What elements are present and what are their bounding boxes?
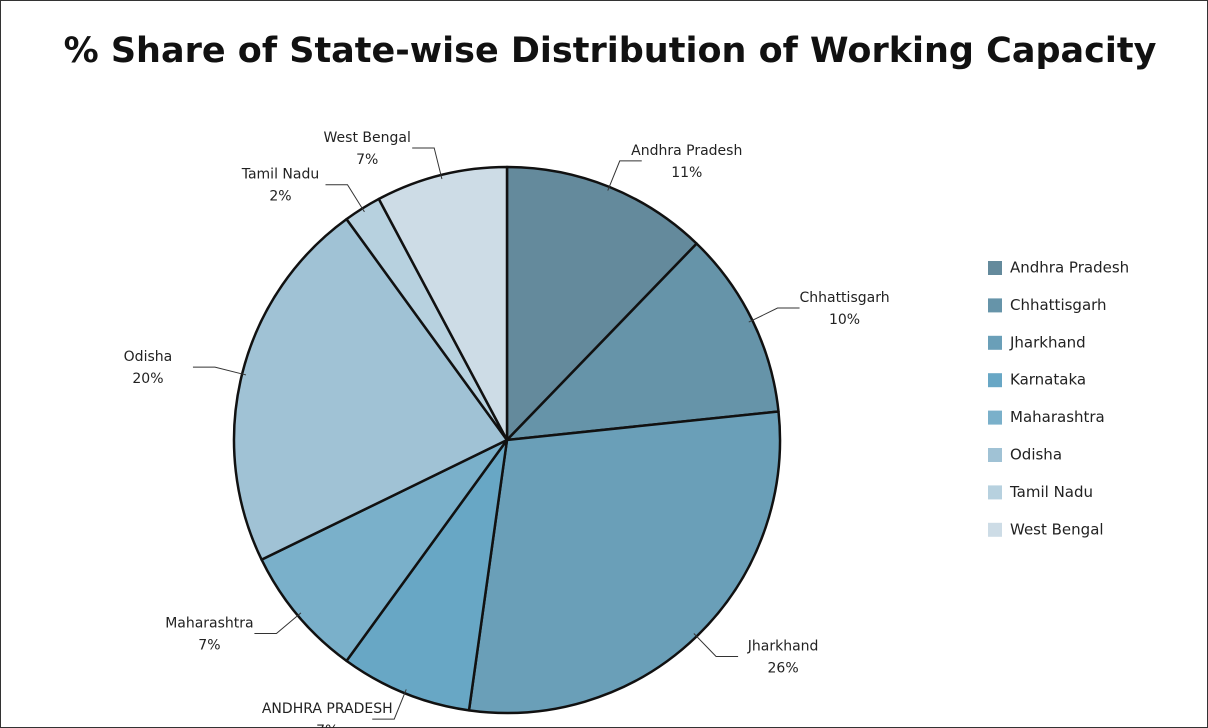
data-label-value: 26% xyxy=(768,661,799,677)
legend-label: Odisha xyxy=(1010,446,1062,464)
legend-swatch xyxy=(988,373,1002,388)
leader-line xyxy=(748,307,800,323)
leader-line xyxy=(325,184,365,213)
leader-line xyxy=(412,147,443,180)
legend-label: Jharkhand xyxy=(1009,333,1086,351)
data-label-name: Andhra Pradesh xyxy=(631,143,742,159)
leader-line xyxy=(607,160,642,191)
legend-swatch xyxy=(988,298,1002,313)
legend-swatch xyxy=(988,448,1002,462)
data-label-value: 7% xyxy=(316,723,338,728)
legend-label: Karnataka xyxy=(1010,371,1086,389)
leader-line xyxy=(254,612,302,634)
legend-swatch xyxy=(988,261,1002,275)
data-label-value: 20% xyxy=(132,371,163,387)
data-label-value: 7% xyxy=(356,152,378,168)
data-label-name: Chhattisgarh xyxy=(799,290,889,306)
legend-swatch xyxy=(988,335,1002,350)
data-label-value: 11% xyxy=(671,165,702,181)
legend-label: Andhra Pradesh xyxy=(1010,259,1129,277)
legend-swatch xyxy=(988,485,1002,500)
leader-line xyxy=(693,633,739,658)
data-label-name: Tamil Nadu xyxy=(241,167,320,183)
data-label-name: Maharashtra xyxy=(165,615,253,631)
legend-swatch xyxy=(988,410,1002,425)
data-label-value: 10% xyxy=(829,312,860,328)
data-label-value: 2% xyxy=(269,189,291,205)
legend-label: Chhattisgarh xyxy=(1010,296,1107,314)
data-label-name: ANDHRA PRADESH xyxy=(262,701,393,717)
legend-label: West Bengal xyxy=(1010,520,1104,538)
legend-label: Maharashtra xyxy=(1010,408,1105,426)
data-label-value: 7% xyxy=(198,637,220,653)
legend-swatch xyxy=(988,522,1002,537)
data-label-name: Odisha xyxy=(124,349,173,365)
chart-title: % Share of State-wise Distribution of Wo… xyxy=(64,31,1157,71)
leader-line xyxy=(192,366,247,376)
data-label-name: West Bengal xyxy=(324,130,411,146)
leader-line xyxy=(372,689,407,720)
data-label-name: Jharkhand xyxy=(747,639,819,655)
legend-label: Tamil Nadu xyxy=(1009,483,1093,501)
